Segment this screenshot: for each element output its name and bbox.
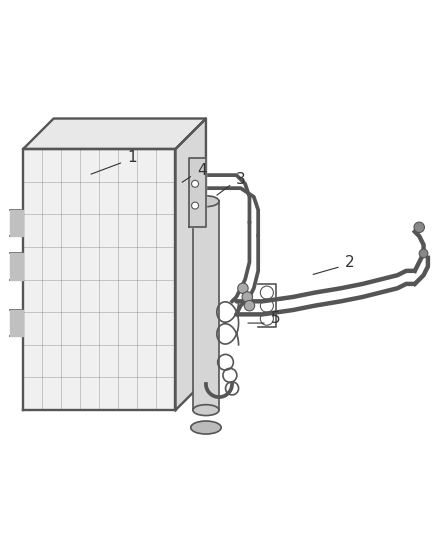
- Polygon shape: [23, 149, 176, 410]
- Polygon shape: [10, 210, 23, 236]
- Circle shape: [191, 180, 198, 187]
- Text: 5: 5: [271, 311, 280, 326]
- Text: 2: 2: [345, 255, 354, 270]
- Circle shape: [419, 249, 428, 258]
- Polygon shape: [10, 310, 23, 336]
- Polygon shape: [193, 201, 219, 410]
- Circle shape: [244, 301, 254, 311]
- Text: 3: 3: [236, 172, 246, 187]
- Polygon shape: [188, 158, 206, 228]
- Circle shape: [242, 292, 253, 302]
- Circle shape: [191, 202, 198, 209]
- Polygon shape: [23, 118, 206, 149]
- Circle shape: [238, 283, 248, 294]
- Polygon shape: [176, 118, 206, 410]
- Circle shape: [414, 222, 424, 232]
- Ellipse shape: [193, 196, 219, 207]
- Polygon shape: [10, 254, 23, 279]
- Ellipse shape: [191, 421, 221, 434]
- Ellipse shape: [193, 405, 219, 416]
- Text: 4: 4: [197, 163, 206, 178]
- Text: 1: 1: [127, 150, 137, 165]
